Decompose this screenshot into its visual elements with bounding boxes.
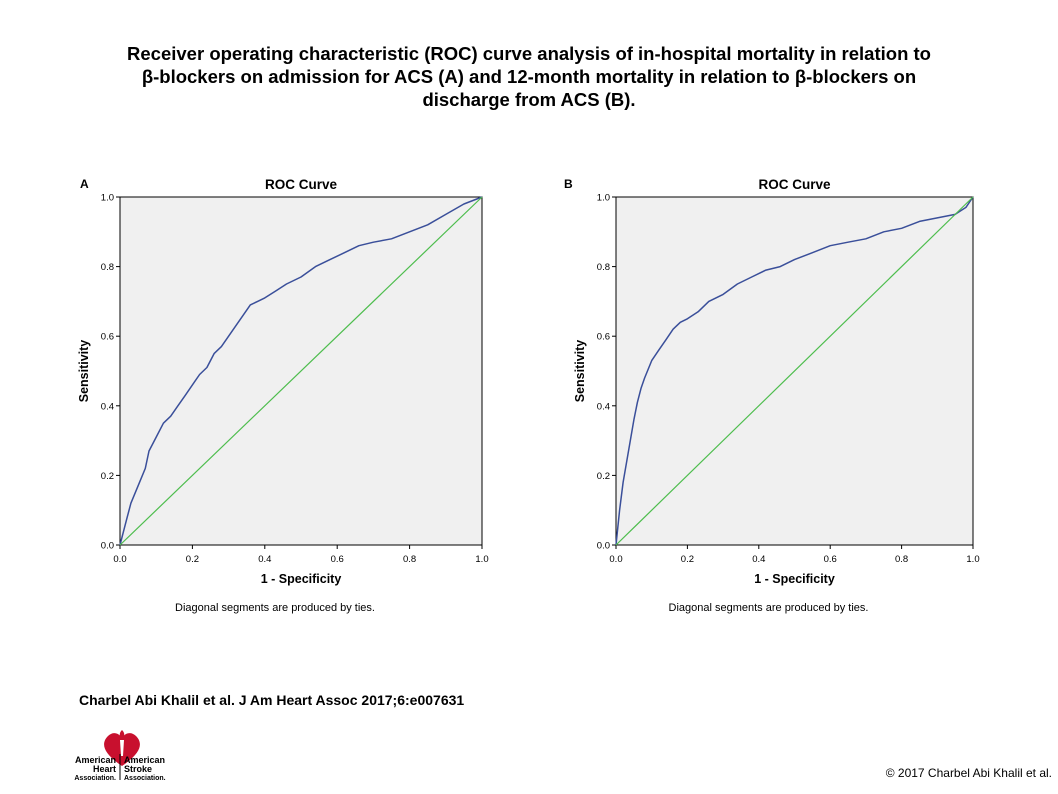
x-tick-label: 0.0 [609, 554, 622, 565]
y-tick-label: 0.0 [101, 541, 114, 552]
x-tick-label: 0.4 [752, 554, 765, 565]
x-tick-label: 1.0 [966, 554, 979, 565]
y-tick-label: 0.8 [597, 262, 610, 273]
y-tick-label: 0.2 [597, 471, 610, 482]
x-tick-label: 1.0 [475, 554, 488, 565]
chart-footnote: Diagonal segments are produced by ties. [175, 602, 375, 614]
chart-footnote: Diagonal segments are produced by ties. [669, 602, 869, 614]
logo-right-line: Stroke [124, 764, 152, 774]
copyright: © 2017 Charbel Abi Khalil et al. [885, 766, 1052, 780]
panel-label: A [80, 177, 89, 191]
chart-title: ROC Curve [265, 177, 338, 192]
logo-right-line: Association. [124, 775, 166, 782]
x-axis-label: 1 - Specificity [754, 572, 835, 586]
reference-line [615, 196, 974, 546]
figure-title-line: Receiver operating characteristic (ROC) … [127, 43, 931, 64]
figure-title: Receiver operating characteristic (ROC) … [40, 42, 1018, 111]
x-tick-label: 0.2 [681, 554, 694, 565]
x-tick-label: 0.4 [258, 554, 271, 565]
y-tick-label: 0.4 [101, 401, 114, 412]
y-tick-label: 1.0 [101, 193, 114, 204]
figure-title-line: discharge from ACS (B). [422, 89, 636, 110]
x-tick-label: 0.8 [403, 554, 416, 565]
y-axis-label: Sensitivity [77, 340, 91, 403]
x-tick-label: 0.6 [824, 554, 837, 565]
chart-title: ROC Curve [758, 177, 831, 192]
x-tick-label: 0.0 [113, 554, 126, 565]
reference-line [119, 196, 483, 546]
x-tick-label: 0.2 [186, 554, 199, 565]
heart-torch-icon [104, 730, 140, 766]
logo-left-line: American [75, 755, 116, 765]
figure-title-line: β-blockers on admission for ACS (A) and … [141, 66, 917, 87]
y-tick-label: 0.2 [101, 471, 114, 482]
y-axis-label: Sensitivity [573, 340, 587, 403]
x-tick-label: 0.6 [331, 554, 344, 565]
panel-label: B [564, 177, 573, 191]
aha-asa-logo: American Heart Association. American Str… [52, 722, 192, 782]
y-tick-label: 0.0 [597, 541, 610, 552]
y-tick-label: 0.4 [597, 401, 610, 412]
logo-right-line: American [124, 755, 165, 765]
x-axis-label: 1 - Specificity [261, 572, 342, 586]
x-tick-label: 0.8 [895, 554, 908, 565]
y-tick-label: 1.0 [597, 193, 610, 204]
roc-curve [119, 196, 483, 546]
logo-left-line: Heart [93, 764, 116, 774]
logo-left-line: Association. [74, 775, 116, 782]
citation: Charbel Abi Khalil et al. J Am Heart Ass… [79, 692, 465, 708]
y-tick-label: 0.6 [101, 332, 114, 343]
y-tick-label: 0.6 [597, 332, 610, 343]
y-tick-label: 0.8 [101, 262, 114, 273]
roc-curve [615, 196, 974, 546]
